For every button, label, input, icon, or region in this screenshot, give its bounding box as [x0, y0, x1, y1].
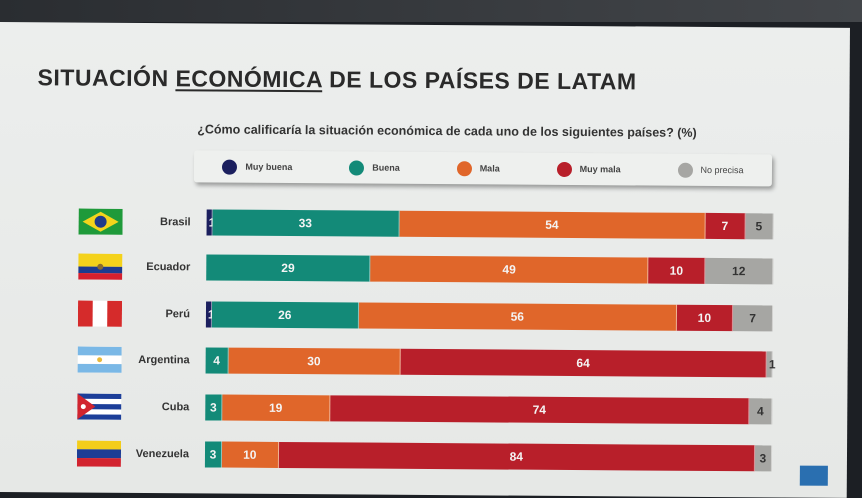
data-label: 84: [509, 449, 524, 464]
bar-segment: 56: [358, 302, 677, 331]
data-label: 5: [755, 219, 763, 234]
category-label: Ecuador: [146, 261, 191, 274]
data-label: 54: [545, 217, 559, 232]
bar-segment: 3: [754, 445, 773, 472]
bar-row: Argentina 4 30 64 1: [0, 346, 848, 380]
legend-label: Mala: [479, 163, 500, 174]
bar-segment: 84: [278, 441, 756, 472]
data-label: 10: [669, 263, 684, 278]
title-text: DE LOS PAÍSES DE LATAM: [322, 66, 637, 95]
stacked-bar: 3 10 84 3: [204, 441, 773, 472]
legend-swatch: [349, 159, 365, 176]
data-label: 33: [298, 216, 313, 231]
bar-segment: 49: [370, 255, 649, 284]
bar-segment: 10: [648, 257, 706, 284]
legend-item: Muy mala: [556, 161, 621, 177]
data-label: 7: [749, 311, 756, 326]
stacked-bar: 1335475: [206, 209, 774, 240]
stacked-bar: 4 30 64 1: [205, 347, 776, 378]
data-label: 74: [532, 402, 547, 417]
flag-icon: [76, 440, 122, 467]
data-label: 4: [213, 353, 220, 368]
stacked-bar: 29 49 10 12: [206, 254, 774, 285]
bar-segment: 4: [205, 347, 229, 374]
category-label: Cuba: [161, 401, 190, 414]
legend-label: Muy mala: [579, 164, 621, 175]
data-label: 10: [697, 310, 712, 325]
legend-label: No precisa: [700, 164, 744, 176]
legend-item: Buena: [349, 159, 400, 176]
bar-segment: 12: [705, 257, 774, 285]
slide: SITUACIÓN ECONÓMICA DE LOS PAÍSES DE LAT…: [0, 22, 850, 498]
category-label: Venezuela: [135, 447, 190, 461]
flag-icon: [77, 300, 123, 327]
bar-segment: 3: [204, 441, 223, 468]
data-label: 3: [759, 451, 767, 466]
category-label: Perú: [165, 308, 191, 321]
bar-row: Cuba 3 19 74 4: [0, 393, 847, 427]
bar-segment: 26: [211, 301, 360, 329]
bar-segment: 1: [766, 351, 776, 378]
title-underlined: ECONÓMICA: [175, 65, 323, 93]
flag-icon: [77, 393, 122, 420]
bar-row: Brasil1335475: [0, 208, 849, 242]
data-label: 7: [721, 219, 729, 234]
bar-segment: 7: [705, 212, 746, 240]
bar-segment: 30: [228, 347, 401, 375]
data-label: 49: [502, 262, 516, 277]
data-label: 19: [268, 400, 283, 415]
bar-segment: 7: [733, 305, 773, 332]
bar-segment: 29: [206, 254, 371, 282]
legend: Muy buena Buena Mala Muy mala No precisa: [193, 150, 773, 187]
stacked-bar: 3 19 74 4: [205, 394, 773, 425]
category-label: Argentina: [138, 353, 190, 367]
monitor-bezel: [0, 0, 862, 22]
bar-segment: 3: [205, 394, 223, 421]
bar-segment: 4: [749, 398, 773, 425]
flag-icon: [77, 346, 122, 373]
bar-segment: 10: [676, 304, 734, 332]
flag-icon: [78, 208, 123, 235]
data-label: 10: [243, 447, 257, 462]
legend-swatch: [556, 161, 572, 177]
legend-item: No precisa: [677, 162, 744, 178]
data-label: 30: [307, 354, 321, 369]
bar-segment: 54: [399, 210, 706, 239]
bar-row: Ecuador 29 49 10 12: [0, 253, 848, 287]
bar-rows: Brasil1335475Ecuador29491012Perú12656107…: [0, 22, 850, 472]
bar-row: Perú12656107: [0, 300, 848, 334]
data-label: 26: [278, 307, 292, 323]
category-label: Brasil: [159, 216, 191, 229]
bar-segment: 64: [400, 348, 767, 378]
legend-label: Muy buena: [245, 161, 293, 173]
legend-item: Mala: [456, 160, 500, 176]
chart-subtitle: ¿Cómo calificaría la situación económica…: [197, 122, 697, 140]
title-text: SITUACIÓN: [37, 64, 176, 92]
data-label: 3: [209, 447, 217, 462]
stacked-bar: 12656107: [205, 301, 773, 332]
data-label: 4: [757, 404, 764, 419]
data-label: 12: [731, 264, 746, 279]
bar-segment: 10: [221, 441, 279, 468]
bar-segment: 33: [212, 209, 400, 237]
data-label: 3: [209, 400, 217, 415]
bar-segment: 19: [222, 394, 331, 422]
chart-title: SITUACIÓN ECONÓMICA DE LOS PAÍSES DE LAT…: [38, 64, 637, 95]
bar-segment: 74: [329, 395, 750, 425]
data-label: 29: [281, 260, 295, 276]
data-label: 1: [768, 357, 776, 372]
data-label: 64: [576, 356, 590, 371]
flag-icon: [78, 253, 123, 280]
legend-swatch: [456, 160, 472, 176]
legend-swatch: [222, 159, 238, 175]
data-label: 56: [510, 309, 525, 324]
legend-swatch: [677, 162, 693, 178]
logo: [799, 465, 828, 486]
bar-segment: 5: [745, 213, 774, 240]
legend-label: Buena: [372, 162, 400, 173]
bar-row: Venezuela 3 10 84 3: [0, 440, 847, 474]
legend-item: Muy buena: [222, 159, 293, 175]
